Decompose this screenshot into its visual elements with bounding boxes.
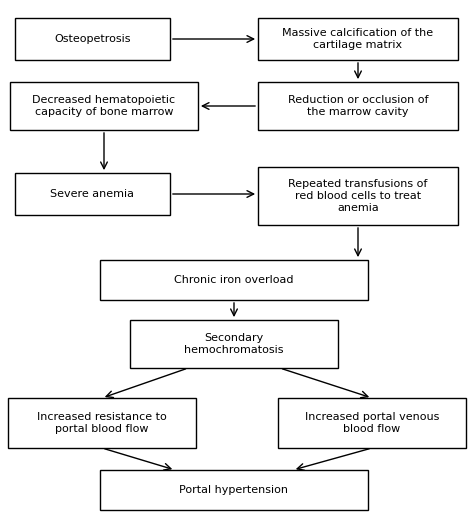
Bar [278,398,466,448]
Bar [258,82,458,130]
Text: Increased resistance to
portal blood flow: Increased resistance to portal blood flo… [37,412,167,434]
Text: Portal hypertension: Portal hypertension [180,485,289,495]
Text: Repeated transfusions of
red blood cells to treat
anemia: Repeated transfusions of red blood cells… [288,179,428,213]
Text: Decreased hematopoietic
capacity of bone marrow: Decreased hematopoietic capacity of bone… [32,95,175,117]
Bar [130,320,338,368]
Text: Secondary
hemochromatosis: Secondary hemochromatosis [184,333,284,355]
Bar [15,18,170,60]
Bar [10,82,198,130]
Bar [8,398,196,448]
Text: Massive calcification of the
cartilage matrix: Massive calcification of the cartilage m… [283,28,434,50]
Bar [15,173,170,215]
Text: Increased portal venous
blood flow: Increased portal venous blood flow [305,412,439,434]
Text: Severe anemia: Severe anemia [51,189,135,199]
Text: Reduction or occlusion of
the marrow cavity: Reduction or occlusion of the marrow cav… [288,95,428,117]
Bar [258,18,458,60]
Bar [100,470,368,510]
Text: Chronic iron overload: Chronic iron overload [174,275,294,285]
Text: Osteopetrosis: Osteopetrosis [54,34,131,44]
Bar [258,167,458,225]
Bar [100,260,368,300]
